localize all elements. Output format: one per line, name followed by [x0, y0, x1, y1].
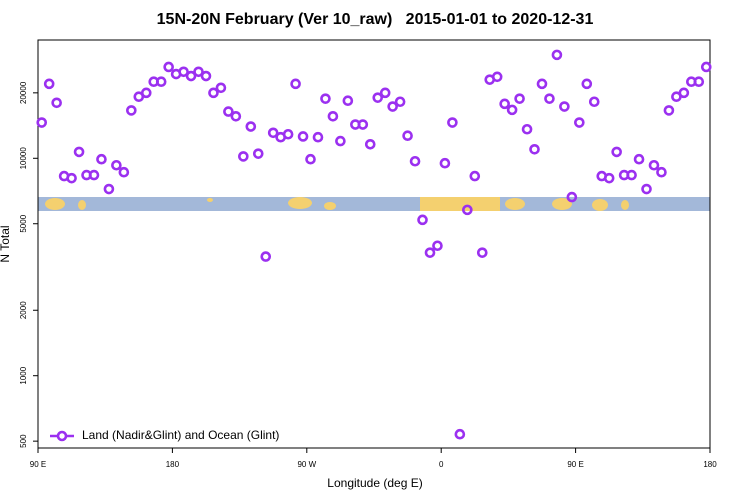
- data-point: [559, 101, 570, 112]
- data-point: [238, 151, 249, 162]
- data-point: [566, 191, 578, 203]
- data-point: [581, 78, 593, 90]
- data-point: [335, 135, 346, 147]
- data-point: [402, 130, 413, 142]
- data-point: [312, 131, 324, 143]
- y-tick-label: 20000: [19, 81, 28, 104]
- data-point: [357, 119, 369, 130]
- data-point: [260, 251, 272, 262]
- data-point: [103, 183, 115, 195]
- data-point: [641, 183, 652, 195]
- y-tick-label: 500: [19, 434, 28, 448]
- x-tick-label: 180: [166, 460, 180, 469]
- y-tick-label: 10000: [19, 147, 28, 170]
- data-point: [43, 78, 55, 90]
- y-tick-label: 2000: [19, 301, 28, 319]
- data-point: [36, 117, 48, 128]
- data-point: [409, 155, 421, 167]
- data-point: [394, 96, 406, 108]
- data-point: [700, 61, 712, 73]
- data-point: [155, 76, 167, 88]
- data-point: [342, 95, 354, 107]
- data-point: [245, 121, 257, 132]
- data-point: [462, 204, 473, 216]
- data-point: [178, 66, 189, 78]
- data-point: [111, 159, 122, 171]
- y-tick-label: 1000: [19, 366, 28, 384]
- data-point: [140, 87, 152, 99]
- data-point: [656, 166, 667, 178]
- data-point: [417, 214, 428, 226]
- data-point: [424, 247, 436, 258]
- y-axis-label: N Total: [0, 225, 12, 262]
- data-point: [223, 106, 234, 117]
- plot-frame: [37, 39, 711, 449]
- data-point: [200, 70, 212, 82]
- x-axis-label: Longitude (deg E): [327, 476, 422, 490]
- data-point: [611, 146, 622, 158]
- data-point: [193, 66, 204, 78]
- data-point: [432, 240, 443, 252]
- data-point: [693, 76, 705, 88]
- data-point: [499, 98, 510, 110]
- legend-label: Land (Nadir&Glint) and Ocean (Glint): [82, 428, 279, 442]
- x-tick-label: 90 W: [297, 460, 316, 469]
- data-point: [297, 131, 309, 142]
- x-tick-label: 90 E: [567, 460, 583, 469]
- data-point: [215, 82, 227, 94]
- data-point: [118, 166, 130, 178]
- data-point: [387, 101, 398, 112]
- data-point: [282, 128, 294, 140]
- x-tick-label: 180: [703, 460, 717, 469]
- data-point: [439, 157, 451, 169]
- data-point: [230, 110, 242, 122]
- chart-title: 15N-20N February (Ver 10_raw) 2015-01-01…: [157, 11, 594, 28]
- data-point: [663, 105, 675, 116]
- data-point: [514, 93, 525, 104]
- data-point: [252, 148, 264, 159]
- data-point: [626, 169, 637, 181]
- data-point: [185, 70, 197, 82]
- data-point: [476, 247, 488, 258]
- y-tick-label: 5000: [19, 214, 28, 232]
- legend-marker: [56, 430, 68, 442]
- x-tick-label: 90 E: [30, 460, 46, 469]
- data-point: [454, 428, 466, 440]
- data-point: [469, 170, 481, 182]
- data-point: [327, 110, 339, 122]
- data-point: [588, 96, 600, 108]
- data-point: [648, 159, 660, 171]
- data-point: [320, 93, 331, 104]
- map-strip: [38, 197, 710, 211]
- data-point: [73, 146, 85, 158]
- data-point: [163, 61, 174, 73]
- data-point: [447, 117, 458, 128]
- data-point: [305, 153, 316, 165]
- data-point: [521, 123, 533, 135]
- data-point: [529, 143, 540, 155]
- data-point: [51, 97, 62, 109]
- data-point: [126, 105, 137, 116]
- data-point: [372, 92, 384, 103]
- data-point: [544, 93, 555, 104]
- data-point: [66, 172, 77, 184]
- data-point: [574, 117, 585, 128]
- data-point: [290, 78, 301, 90]
- data-point: [379, 87, 391, 99]
- data-point: [96, 153, 107, 165]
- x-tick-label: 0: [439, 460, 444, 469]
- data-point: [267, 127, 279, 139]
- data-point: [603, 172, 615, 184]
- data-point: [633, 153, 645, 165]
- data-point: [678, 87, 690, 99]
- data-point: [536, 78, 548, 90]
- data-point: [88, 169, 100, 181]
- data-point: [551, 49, 563, 61]
- data-point: [208, 87, 219, 99]
- data-point: [491, 71, 503, 83]
- data-point: [364, 138, 376, 150]
- data-point: [506, 104, 518, 116]
